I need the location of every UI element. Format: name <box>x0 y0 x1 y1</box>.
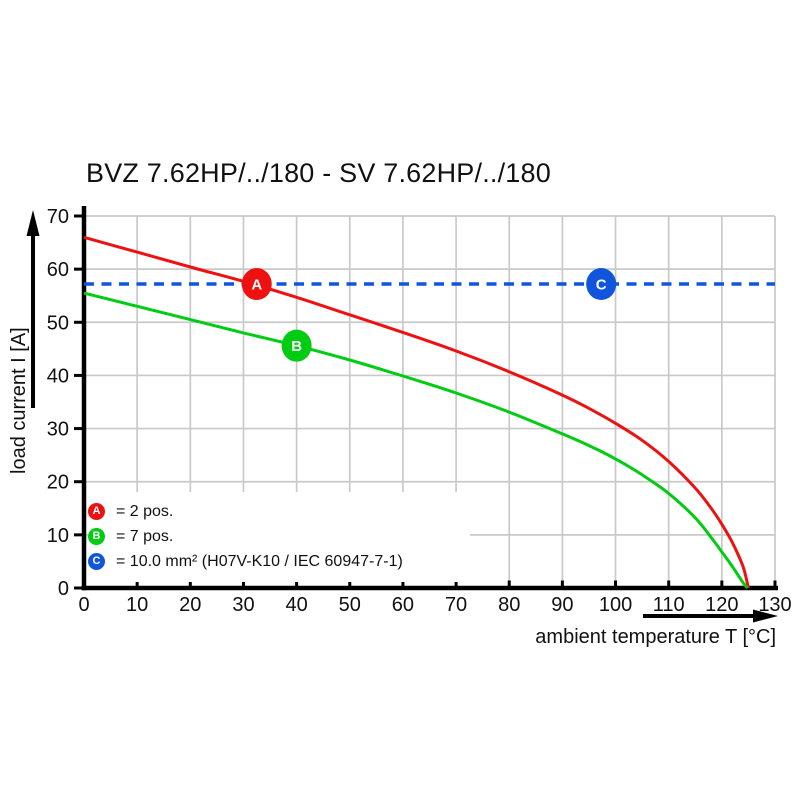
legend-item-c: C = 10.0 mm² (H07V-K10 / IEC 60947-7-1) <box>88 549 470 574</box>
legend-item-label: = 2 pos. <box>116 502 174 520</box>
legend-item-a: A = 2 pos. <box>88 499 470 524</box>
y-axis-arrow-icon <box>26 210 40 408</box>
x-tick-label: 80 <box>498 594 520 616</box>
y-tick-label: 10 <box>47 525 69 547</box>
curve-marker-b: B <box>281 329 312 362</box>
curve-b <box>83 291 749 589</box>
x-tick-label: 90 <box>551 594 573 616</box>
y-tick-label: 40 <box>47 365 69 387</box>
legend: A = 2 pos. B = 7 pos. C = 10.0 mm² (H07V-K10 … <box>88 492 470 582</box>
x-tick-label: 100 <box>599 594 632 616</box>
legend-item-b: B = 7 pos. <box>88 524 470 549</box>
y-tick-label: 0 <box>58 578 69 600</box>
svg-text:B: B <box>291 338 302 355</box>
legend-marker-b-icon: B <box>88 528 105 545</box>
x-tick-label: 10 <box>126 594 148 616</box>
x-tick-label: 120 <box>705 594 738 616</box>
x-tick-label: 70 <box>445 594 467 616</box>
y-tick-label: 60 <box>47 259 69 281</box>
x-tick-label: 110 <box>653 594 685 616</box>
x-axis-label: ambient temperature T [°C] <box>535 626 776 648</box>
x-tick-label: 50 <box>339 594 361 616</box>
curve-markers: A B C <box>241 268 617 362</box>
legend-marker-a-icon: A <box>88 503 105 520</box>
axes: 0 10 20 30 40 50 60 70 0 10 20 30 40 50 60 70 80 90 100 110… <box>47 206 792 616</box>
x-tick-label: 0 <box>78 594 89 616</box>
y-tick-label: 50 <box>47 312 69 334</box>
legend-item-label: = 10.0 mm² (H07V-K10 / IEC 60947-7-1) <box>116 552 403 570</box>
y-tick-label: 20 <box>47 472 69 494</box>
legend-item-label: = 7 pos. <box>116 527 174 545</box>
x-tick-label: 40 <box>285 594 307 616</box>
y-tick-label: 70 <box>47 206 69 228</box>
svg-text:A: A <box>251 277 262 294</box>
x-tick-label: 30 <box>232 594 254 616</box>
x-axis-arrow-icon <box>643 609 778 623</box>
svg-text:C: C <box>596 277 607 294</box>
x-tick-label: 130 <box>758 594 791 616</box>
legend-marker-c-icon: C <box>88 553 105 570</box>
y-axis-label: load current I [A] <box>8 327 30 474</box>
x-tick-label: 60 <box>392 594 414 616</box>
curve-marker-a: A <box>241 268 272 301</box>
curve-marker-c: C <box>586 268 617 301</box>
x-tick-label: 20 <box>179 594 201 616</box>
y-tick-label: 30 <box>47 419 69 441</box>
page-title: BVZ 7.62HP/../180 - SV 7.62HP/../180 <box>86 158 551 188</box>
